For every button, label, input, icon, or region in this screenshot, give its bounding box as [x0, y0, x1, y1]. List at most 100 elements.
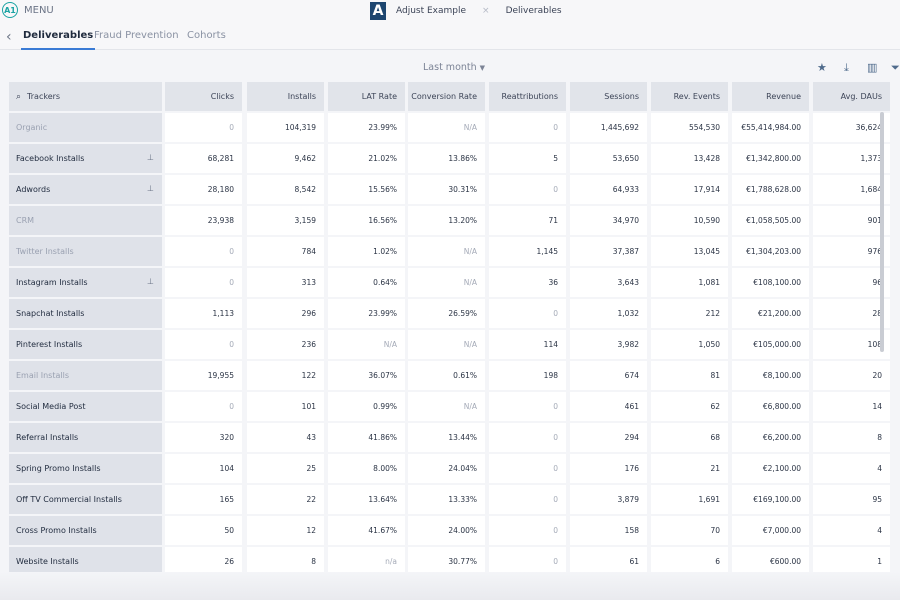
table-cell: 0: [489, 392, 566, 421]
tracker-name-cell[interactable]: Social Media Post: [9, 392, 162, 421]
table-cell: 0: [489, 423, 566, 452]
table-cell: 13.33%: [408, 485, 485, 514]
menu-button[interactable]: A1 MENU: [2, 2, 54, 18]
column-header[interactable]: Revenue: [732, 82, 809, 111]
bar-chart-icon[interactable]: ▥: [867, 61, 878, 74]
column-header-label: Sessions: [604, 92, 639, 101]
table-cell: 8: [813, 423, 890, 452]
tracker-name-cell[interactable]: Spring Promo Installs: [9, 454, 162, 483]
table-cell: 3,982: [570, 330, 647, 359]
table-cell: 68: [651, 423, 728, 452]
table-cell: 158: [570, 516, 647, 545]
column-header[interactable]: Avg. DAUs: [813, 82, 890, 111]
tracker-name: Instagram Installs: [16, 278, 88, 287]
table-cell: 1,684: [813, 175, 890, 204]
table-cell: 21: [651, 454, 728, 483]
tracker-name-cell[interactable]: Twitter Installs: [9, 237, 162, 266]
table-cell: 24.00%: [408, 516, 485, 545]
tracker-name-cell[interactable]: Organic: [9, 113, 162, 142]
table-cell: 320: [165, 423, 242, 452]
table-cell: 28: [813, 299, 890, 328]
pin-icon[interactable]: ⊥: [147, 153, 154, 162]
table-cell: 41.86%: [328, 423, 405, 452]
column-header-label: LAT Rate: [361, 92, 397, 101]
column-header[interactable]: Rev. Events: [651, 82, 728, 111]
table-cell: 37,387: [570, 237, 647, 266]
brand-logo-icon: A1: [2, 2, 18, 18]
tracker-name-cell[interactable]: Off TV Commercial Installs: [9, 485, 162, 514]
tracker-name: Website Installs: [16, 557, 79, 566]
table-row: Spring Promo Installs 104 25 8.00% 24.04% 0 17…: [9, 454, 900, 483]
app-name[interactable]: Adjust Example: [396, 6, 467, 16]
vertical-scrollbar[interactable]: [880, 112, 884, 352]
table-cell: 64,933: [570, 175, 647, 204]
pin-icon[interactable]: ⊥: [147, 184, 154, 193]
table-cell: €55,414,984.00: [732, 113, 809, 142]
table-cell: 8: [247, 547, 324, 576]
table-cell: 70: [651, 516, 728, 545]
tracker-name-cell[interactable]: Website Installs: [9, 547, 162, 576]
trackers-search-header[interactable]: ⌕ Trackers: [9, 82, 162, 111]
tracker-name-cell[interactable]: Pinterest Installs: [9, 330, 162, 359]
table-cell: 1: [813, 547, 890, 576]
table-cell: 10,590: [651, 206, 728, 235]
table-cell: 554,530: [651, 113, 728, 142]
tracker-name-cell[interactable]: Instagram Installs ⊥: [9, 268, 162, 297]
table-cell: 13.86%: [408, 144, 485, 173]
column-header[interactable]: LAT Rate: [328, 82, 405, 111]
table-cell: €105,000.00: [732, 330, 809, 359]
tracker-name-cell[interactable]: Cross Promo Installs: [9, 516, 162, 545]
star-gear-icon[interactable]: ★: [817, 61, 827, 74]
table-cell: 1.02%: [328, 237, 405, 266]
table-cell: 5: [489, 144, 566, 173]
column-header[interactable]: Installs: [247, 82, 324, 111]
table-cell: 62: [651, 392, 728, 421]
tab-cohorts[interactable]: Cohorts: [187, 30, 226, 41]
table-cell: 13,428: [651, 144, 728, 173]
tracker-name-cell[interactable]: Adwords ⊥: [9, 175, 162, 204]
table-cell: 296: [247, 299, 324, 328]
tracker-name-cell[interactable]: Facebook Installs ⊥: [9, 144, 162, 173]
back-chevron-icon[interactable]: ‹: [6, 29, 12, 45]
tracker-name-cell[interactable]: Email Installs: [9, 361, 162, 390]
app-logo-icon: A: [370, 2, 386, 20]
table-row: Facebook Installs ⊥ 68,281 9,462 21.02% 13.86…: [9, 144, 900, 173]
table-cell: 198: [489, 361, 566, 390]
table-cell: €6,800.00: [732, 392, 809, 421]
table-cell: 0: [165, 268, 242, 297]
table-cell: 3,643: [570, 268, 647, 297]
tab-bar: ‹ Deliverables Fraud Prevention Cohorts: [0, 24, 900, 50]
pin-icon[interactable]: ⊥: [147, 277, 154, 286]
trackers-table: ⌕ Trackers Clicks Installs LAT Rate Conversio…: [9, 82, 900, 576]
tab-deliverables[interactable]: Deliverables: [20, 30, 96, 50]
tracker-name-cell[interactable]: Snapchat Installs: [9, 299, 162, 328]
filter-icon[interactable]: ⏷: [891, 61, 900, 74]
period-dropdown[interactable]: Last month ▼: [423, 62, 485, 73]
table-cell: 0.99%: [328, 392, 405, 421]
table-cell: 50: [165, 516, 242, 545]
tracker-name: Facebook Installs: [16, 154, 85, 163]
table-row: CRM 23,938 3,159 16.56% 13.20% 71 34,970 10,590…: [9, 206, 900, 235]
download-icon[interactable]: ⤓: [844, 61, 849, 74]
table-cell: 0: [165, 330, 242, 359]
table-cell: N/A: [408, 330, 485, 359]
table-cell: €21,200.00: [732, 299, 809, 328]
table-cell: 68,281: [165, 144, 242, 173]
table-cell: 1,373: [813, 144, 890, 173]
column-header[interactable]: Reattributions: [489, 82, 566, 111]
table-cell: 25: [247, 454, 324, 483]
period-label: Last month: [423, 62, 477, 73]
tracker-name: Twitter Installs: [16, 247, 74, 256]
column-header[interactable]: Conversion Rate: [408, 82, 485, 111]
section-name[interactable]: Deliverables: [505, 6, 562, 16]
table-cell: 236: [247, 330, 324, 359]
column-header[interactable]: Sessions: [570, 82, 647, 111]
table-cell: n/a: [328, 547, 405, 576]
table-cell: €1,788,628.00: [732, 175, 809, 204]
tab-fraud-prevention[interactable]: Fraud Prevention: [94, 30, 179, 41]
column-header[interactable]: Clicks: [165, 82, 242, 111]
tracker-name-cell[interactable]: CRM: [9, 206, 162, 235]
table-cell: 21.02%: [328, 144, 405, 173]
tracker-name-cell[interactable]: Referral Installs: [9, 423, 162, 452]
tracker-name: Cross Promo Installs: [16, 526, 97, 535]
